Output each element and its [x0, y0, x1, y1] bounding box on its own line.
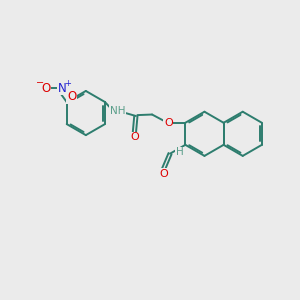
- Text: H: H: [176, 147, 183, 157]
- Text: N: N: [58, 82, 67, 95]
- Text: +: +: [64, 79, 71, 88]
- Text: O: O: [41, 82, 51, 95]
- Text: O: O: [159, 169, 168, 179]
- Text: O: O: [67, 91, 76, 103]
- Text: O: O: [164, 118, 172, 128]
- Text: −: −: [36, 78, 44, 88]
- Text: O: O: [130, 132, 139, 142]
- Text: NH: NH: [110, 106, 125, 116]
